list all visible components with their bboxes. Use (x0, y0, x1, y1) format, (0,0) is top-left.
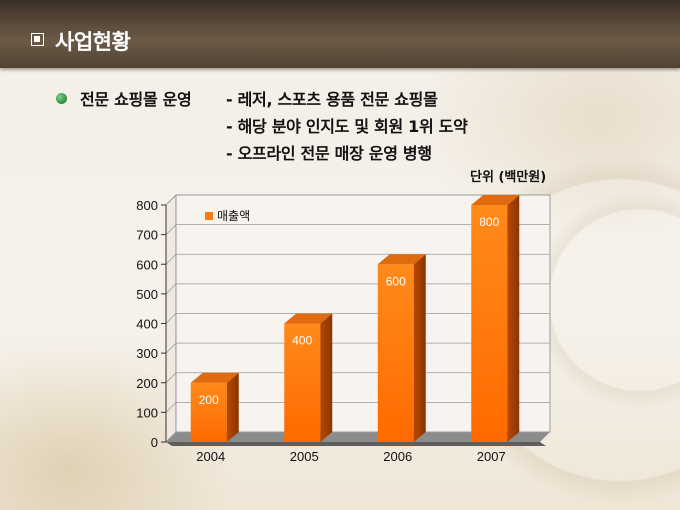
bar-side (413, 254, 426, 442)
list-item: - 오프라인 전문 매장 운영 병행 (226, 144, 432, 163)
y-tick-label: 500 (136, 287, 158, 302)
bar-top (471, 195, 520, 205)
list-item: - 레저, 스포츠 용품 전문 쇼핑몰 (226, 90, 438, 109)
bar-side (507, 195, 520, 442)
bar-top (377, 254, 426, 265)
x-tick-label: 2007 (477, 449, 506, 464)
bar-side (320, 313, 333, 442)
y-tick-label: 0 (151, 435, 158, 450)
bar (471, 205, 508, 442)
bar (377, 264, 414, 442)
bullet-label: 전문 쇼핑몰 운영 (80, 90, 192, 109)
y-tick-label: 400 (136, 317, 158, 332)
chart-floor (166, 432, 550, 442)
y-tick-label: 100 (136, 405, 158, 420)
data-label: 800 (479, 215, 499, 229)
y-tick-label: 700 (136, 228, 158, 243)
chart-floor-edge (166, 442, 546, 446)
bar-side (226, 372, 239, 442)
bar (284, 323, 321, 442)
data-label: 400 (292, 334, 312, 348)
legend-label: 매출액 (217, 209, 250, 223)
page-title: 사업현황 (55, 30, 131, 54)
y-tick-label: 800 (136, 198, 158, 213)
y-tick-label: 300 (136, 346, 158, 361)
legend-swatch (205, 212, 213, 220)
square-bullet-icon (31, 33, 44, 46)
bar-top (284, 313, 333, 324)
list-item: - 해당 분야 인지도 및 회원 1위 도약 (226, 117, 468, 136)
gridline (165, 224, 550, 235)
bar-top (190, 372, 239, 383)
y-tick-label: 200 (136, 376, 158, 391)
x-tick-label: 2004 (196, 449, 225, 464)
x-tick-label: 2005 (290, 449, 319, 464)
data-label: 600 (386, 274, 406, 288)
data-label: 200 (199, 393, 219, 407)
gridline (165, 194, 550, 206)
x-tick-label: 2006 (383, 449, 412, 464)
bar (190, 382, 227, 442)
y-tick-label: 600 (136, 257, 158, 272)
title-bar: 사업현황 (0, 0, 680, 68)
green-bullet-icon (56, 93, 67, 104)
chart-unit-label: 단위 (백만원) (470, 170, 547, 185)
